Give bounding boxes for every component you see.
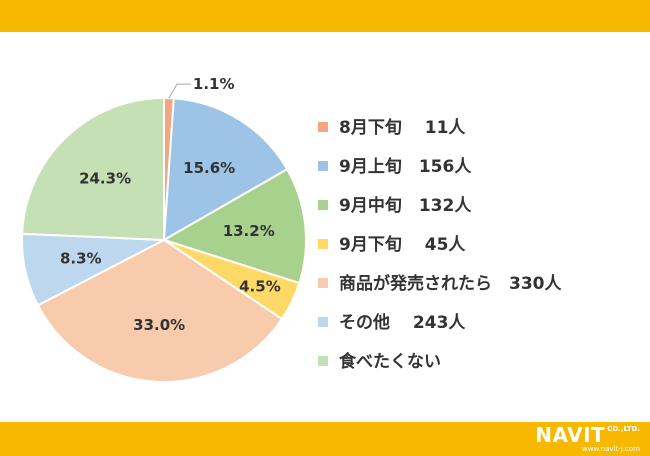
logo-name: NAVIT [535,423,606,447]
legend-label-7: 食べたくない [339,351,441,372]
slice-label-1: 1.1% [193,75,235,93]
legend-label-1: 8月下旬 11人 [339,117,466,138]
logo-suffix: CO.,LTD. [607,425,640,433]
slice-label-6: 8.3% [60,249,102,267]
legend-label-6: その他 243人 [339,312,466,333]
top-band [0,0,650,32]
legend-swatch-6 [318,317,328,327]
legend-label-4: 9月下旬 45人 [339,234,466,255]
slice-label-4: 4.5% [239,277,281,295]
legend-swatch-5 [318,278,328,288]
pie-slices [21,96,307,383]
pie-slice-3 [161,167,307,285]
slice-label-7: 24.3% [79,169,131,187]
legend-label-3: 9月中旬 132人 [339,195,472,216]
navit-logo: NAVIT CO.,LTD. www.navit-j.com [532,425,640,453]
bottom-band [0,422,650,456]
legend-swatch-2 [318,161,328,171]
leader-lines [168,83,191,99]
logo-url: www.navit-j.com [582,445,640,453]
legend: 8月下旬 11人 9月上旬 156人 9月中旬 132人 9月下旬 45人商品が発売さ… [318,117,562,372]
pie-slice-2 [162,97,289,242]
slice-label-2: 15.6% [183,159,235,177]
legend-label-5: 商品が発売されたら 330人 [339,273,562,294]
legend-swatch-7 [318,356,328,366]
legend-swatch-3 [318,200,328,210]
pie-slice-7 [21,96,165,242]
slice-label-5: 33.0% [133,316,185,334]
pie-slice-5 [36,238,284,383]
legend-swatch-1 [318,122,328,132]
leader-line-1 [168,83,191,99]
slice-label-3: 13.2% [223,222,275,240]
legend-label-2: 9月上旬 156人 [339,156,472,177]
pie-data-labels: 1.1% 15.6% 13.2% 4.5% 33.0% 8.3% 24.3% [60,75,281,334]
legend-swatch-4 [318,239,328,249]
